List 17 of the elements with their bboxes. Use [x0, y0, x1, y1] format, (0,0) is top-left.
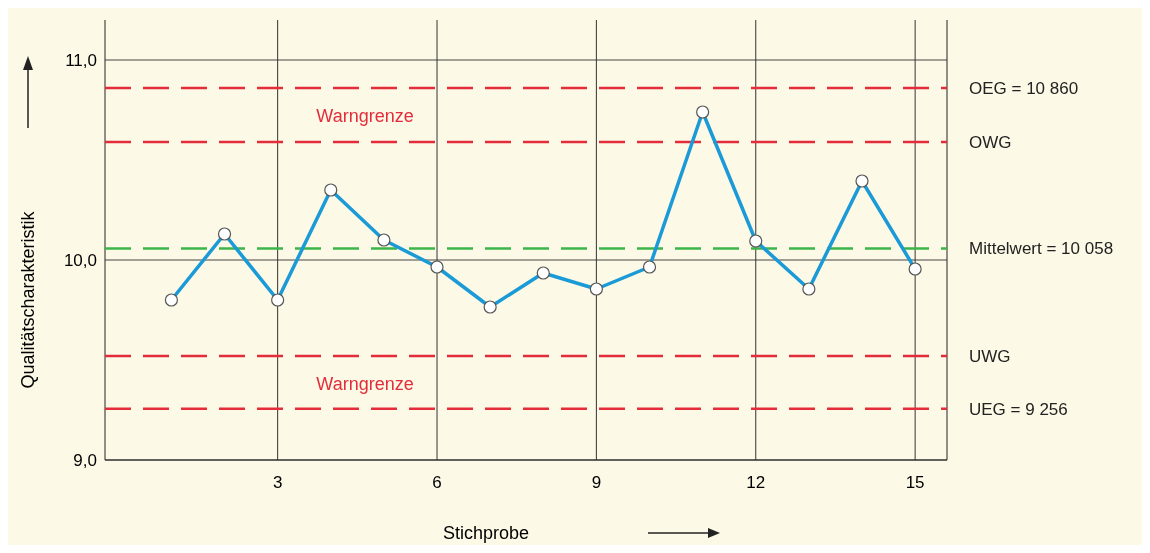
ref-line-label: OEG = 10 860 [969, 78, 1079, 98]
x-tick-label: 3 [272, 473, 283, 492]
y-tick-label: 9,0 [73, 450, 97, 470]
y-tick-label: 11,0 [65, 50, 97, 70]
x-tick-label: 6 [432, 473, 442, 492]
ref-line-label: UEG = 9 256 [969, 399, 1068, 419]
y-axis-title: Qualitätscharakteristik [18, 210, 38, 389]
x-axis-title: Stichprobe [442, 523, 530, 543]
ref-line-label: Mittelwert = 10 058 [969, 239, 1114, 259]
annotation: Warngrenze [316, 374, 414, 395]
ref-line-label: UWG [969, 346, 1011, 366]
x-tick-label: 15 [905, 473, 925, 492]
y-tick-label: 10,0 [63, 250, 97, 270]
ref-line-label: OWG [969, 132, 1012, 152]
x-tick-label: 12 [746, 473, 766, 492]
annotation: Warngrenze [316, 106, 414, 127]
x-tick-label: 9 [591, 473, 602, 492]
